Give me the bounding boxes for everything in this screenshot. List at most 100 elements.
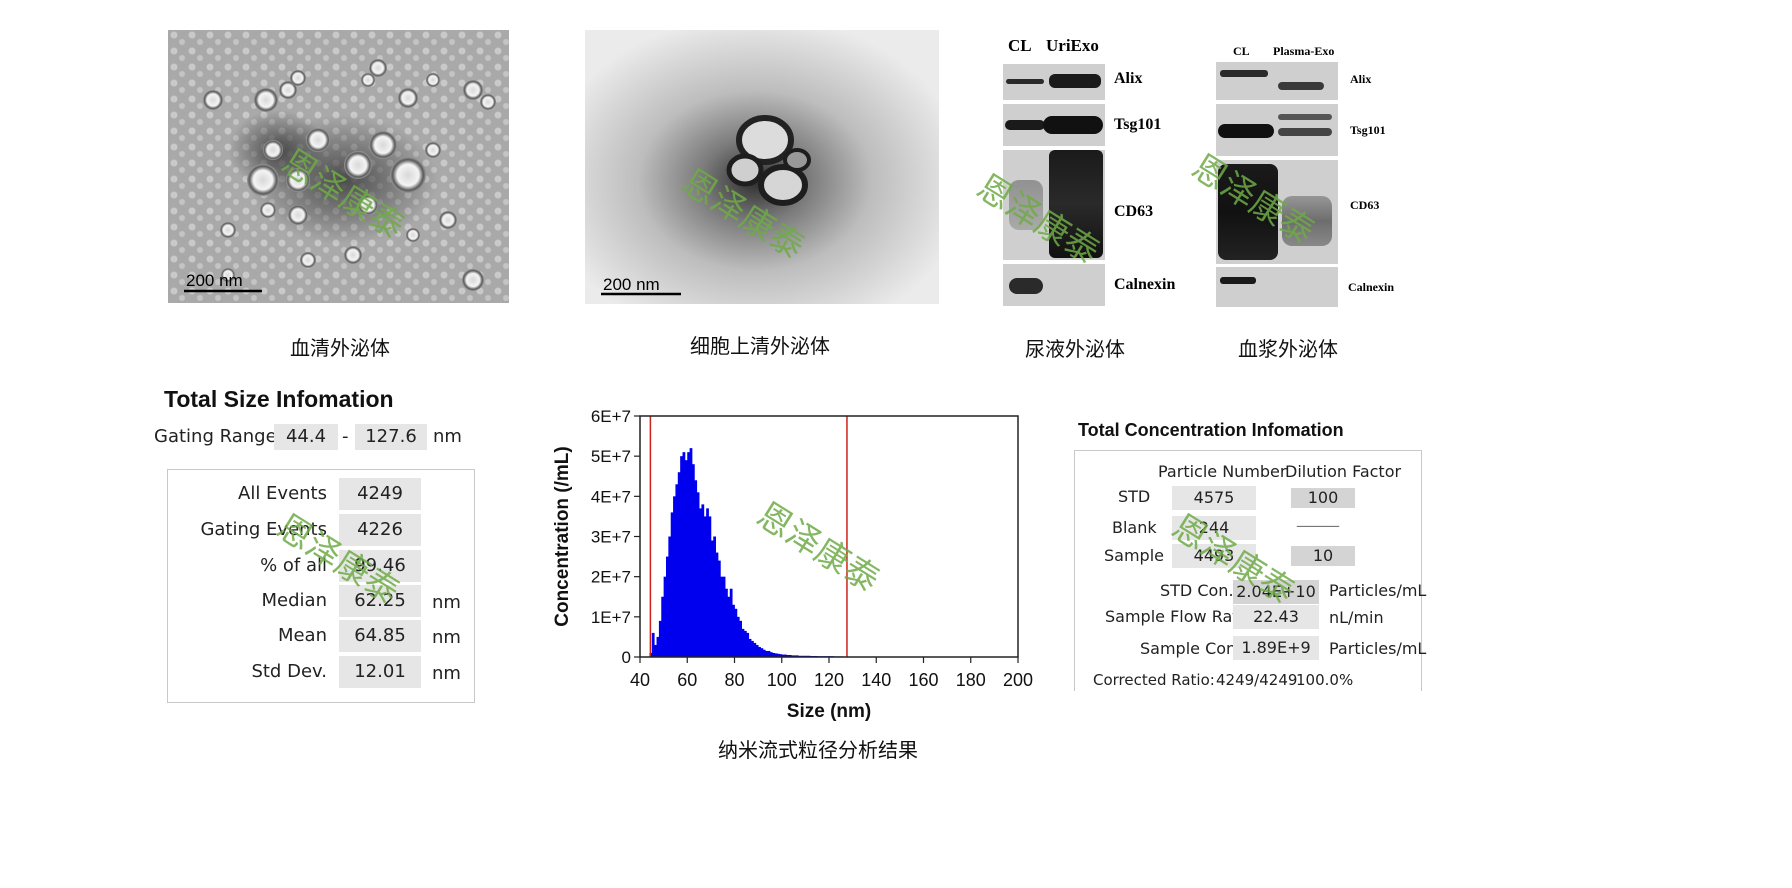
histogram-bar [696,492,700,657]
histogram-bar [689,448,693,657]
vesicle-shape [369,59,387,77]
x-tick-label: 100 [767,670,797,690]
histogram-bar [699,508,702,657]
row-sample-dilution: 10 [1291,546,1355,566]
vesicle-shape [344,151,372,179]
vesicle-shape [425,142,441,158]
vesicle-shape [286,168,310,192]
size-row-value: 62.25 [339,585,421,617]
histogram-bar [751,640,754,657]
histogram-bar [758,646,761,657]
histogram-bar [663,576,667,657]
y-tick-label: 1E+7 [591,608,631,627]
col-dilution-factor: Dilution Factor [1285,462,1402,481]
histogram-bar [777,653,780,657]
histogram-bar [736,616,740,657]
histogram-bar [684,460,688,657]
x-tick-label: 140 [861,670,891,690]
histogram-bar [682,452,686,657]
x-tick-label: 40 [630,670,650,690]
x-axis-label: Size (nm) [787,701,871,722]
gating-range-label: Gating Range [154,426,277,447]
gating-low-value: 44.4 [274,424,338,450]
caption-plasma: 血浆外泌体 [1238,337,1338,361]
histogram-bar [741,628,745,657]
corrected-ratio-pct: 100.0% [1296,671,1354,689]
vesicle-shape [344,246,362,264]
histogram-bar [673,496,676,657]
vesicle-shape [463,80,483,100]
vesicle-shape [300,252,316,268]
histogram-bar [668,536,672,657]
wb-plasma-marker-cd63: CD63 [1350,198,1380,212]
histogram-bar [701,504,705,657]
vesicle-shape [203,90,223,110]
histogram-bar [786,654,790,657]
histogram-bar [795,655,799,657]
scale-bar-label: 200 nm [186,271,243,290]
vesicle-shape [426,73,440,87]
wb-plasma-lane-cl: CL [1233,44,1250,58]
vesicle-shape [390,157,426,193]
wb-urine-marker-tsg101: Tsg101 [1114,116,1162,133]
x-tick-label: 160 [908,670,938,690]
x-tick-label: 180 [956,670,986,690]
size-distribution-chart: 40 60 80 100 120 140 160 180 200 0 1E+7 2E+7 3E+7 4E+… [540,400,1040,730]
histogram-bar [732,604,735,657]
histogram-bar [762,649,766,657]
std-con-value: 2.04E+10 [1233,580,1319,604]
histogram-bar [715,552,719,657]
vesicle-shape [290,70,306,86]
histogram-bar [675,484,679,657]
gating-dash: - [342,426,349,447]
scale-bar-label-2: 200 nm [603,275,660,294]
histogram-bar [788,654,792,657]
histogram-bar [734,608,738,657]
histogram-bar [774,653,778,657]
y-axis-label: Concentration (/mL) [552,446,573,627]
vesicle-shape [358,195,378,215]
size-info-frame [167,469,475,703]
vesicle-shape [439,211,457,229]
histogram-bar [703,516,707,657]
histogram-bar [781,654,785,657]
row-blank-dilution: ——— [1296,516,1340,535]
size-row-value: 99.46 [339,550,421,582]
histogram-bar [680,456,683,657]
vesicle-shape [220,222,236,238]
wb-urine-marker-calnexin: Calnexin [1114,276,1176,293]
tem-image-serum: 200 nm [168,30,509,303]
size-row-label: % of all [260,555,327,576]
vesicle-shape [398,88,418,108]
x-tick-label: 200 [1003,670,1033,690]
histogram-bar [713,536,716,657]
histogram-bar [772,652,776,657]
wb-plasma-lane-plasma-exo: Plasma-Exo [1273,44,1335,58]
wb-plasma-tsg101-band [1216,104,1338,156]
histogram-bar [670,512,674,657]
sample-con-label: Sample Con. [1140,639,1242,658]
std-con-label: STD Con. [1160,581,1234,600]
size-distribution-svg: 40 60 80 100 120 140 160 180 200 0 1E+7 2E+7 3E+7 4E+… [552,407,1033,722]
size-row-unit: nm [432,627,461,648]
caption-nta: 纳米流式粒径分析结果 [718,738,918,762]
vesicle-shape [260,202,276,218]
gating-high-value: 127.6 [355,424,427,450]
size-row-value: 64.85 [339,620,421,652]
conc-info-frame [1074,450,1422,691]
histogram-bar [708,516,712,657]
wb-urine-lane-cl: CL [1008,36,1032,55]
histogram-bar [656,636,660,657]
histogram-bar [779,654,783,657]
histogram-bar [651,632,655,657]
corrected-ratio-label: Corrected Ratio: [1093,671,1215,689]
histogram-bar [727,596,731,657]
histogram-bar [755,644,759,657]
y-tick-label: 2E+7 [591,568,631,587]
col-particle-number: Particle Number [1158,462,1287,481]
histogram-bar [769,652,773,657]
size-row-label: All Events [238,483,327,504]
histogram-bar [739,620,742,657]
sample-con-unit: Particles/mL [1329,639,1427,658]
vesicle-shape [288,205,308,225]
